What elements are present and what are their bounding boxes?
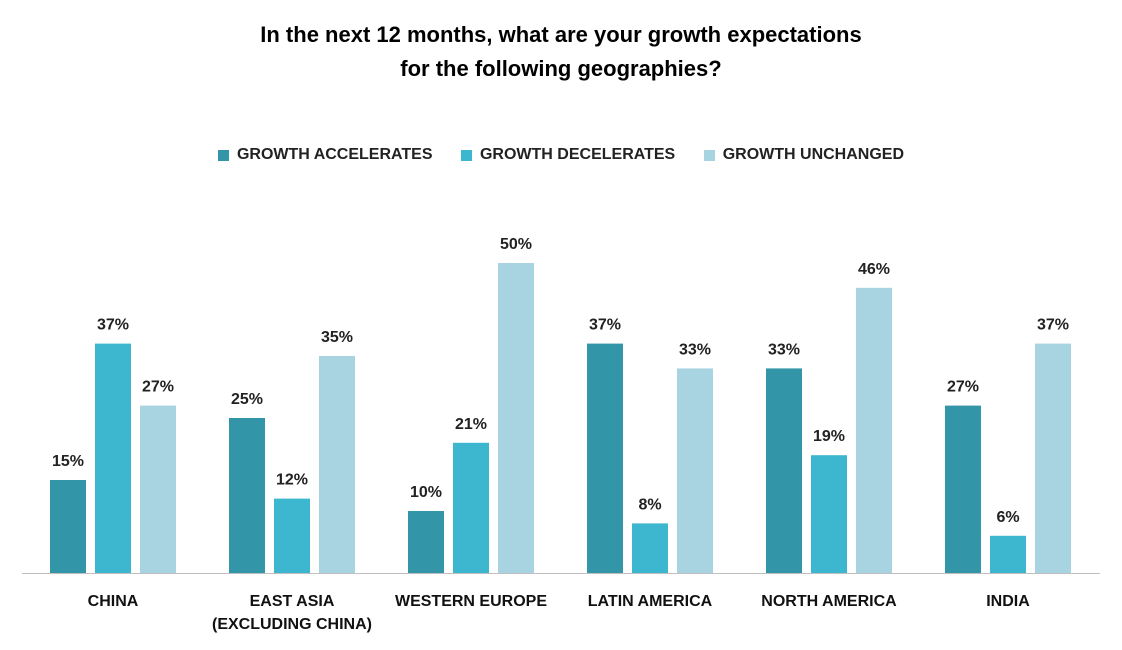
- bar-2-0: [408, 511, 444, 573]
- bar-1-1: [274, 498, 310, 573]
- bar-3-2: [677, 368, 713, 573]
- data-label-3-0: 37%: [589, 317, 621, 334]
- bar-4-1: [811, 455, 847, 573]
- data-label-1-0: 25%: [231, 391, 263, 408]
- data-label-3-2: 33%: [679, 341, 711, 358]
- data-label-2-1: 21%: [455, 416, 487, 433]
- category-label-1-0: EAST ASIA: [250, 593, 335, 610]
- legend-swatch-decelerates: [460, 149, 472, 161]
- data-label-3-1: 8%: [638, 496, 661, 513]
- data-label-5-1: 6%: [996, 509, 1019, 526]
- data-label-4-2: 46%: [858, 261, 890, 278]
- bar-0-1: [95, 343, 131, 573]
- bar-2-2: [498, 263, 534, 573]
- data-label-1-2: 35%: [321, 329, 353, 346]
- data-label-5-2: 37%: [1037, 317, 1069, 334]
- bar-3-0: [587, 343, 623, 573]
- category-label-1-1: (EXCLUDING CHINA): [212, 616, 372, 633]
- data-label-5-0: 27%: [947, 379, 979, 396]
- legend-label-accelerates: GROWTH ACCELERATES: [236, 146, 433, 163]
- bar-5-2: [1035, 343, 1071, 573]
- data-label-0-1: 37%: [97, 317, 129, 334]
- data-label-2-2: 50%: [500, 236, 532, 253]
- data-label-2-0: 10%: [410, 484, 442, 501]
- legend-item-unchanged: GROWTH UNCHANGED: [703, 146, 905, 164]
- category-label-3-0: LATIN AMERICA: [588, 593, 713, 610]
- data-label-0-0: 15%: [52, 453, 84, 470]
- data-label-4-1: 19%: [813, 428, 845, 445]
- bar-3-1: [632, 523, 668, 573]
- bar-4-2: [856, 287, 892, 573]
- data-label-1-1: 12%: [276, 472, 308, 489]
- category-label-5-0: INDIA: [986, 593, 1030, 610]
- category-label-0-0: CHINA: [88, 593, 139, 610]
- data-label-4-0: 33%: [768, 341, 800, 358]
- bar-5-0: [945, 405, 981, 573]
- chart-title-line-1: In the next 12 months, what are your gro…: [260, 22, 862, 47]
- chart-legend: GROWTH ACCELERATES GROWTH DECELERATES GR…: [0, 146, 1122, 166]
- bar-2-1: [453, 442, 489, 573]
- bar-5-1: [990, 535, 1026, 573]
- bar-1-2: [319, 356, 355, 573]
- category-label-2-0: WESTERN EUROPE: [395, 593, 547, 610]
- legend-label-unchanged: GROWTH UNCHANGED: [722, 146, 905, 163]
- legend-swatch-accelerates: [217, 149, 229, 161]
- category-label-4-0: NORTH AMERICA: [761, 593, 897, 610]
- legend-swatch-unchanged: [703, 149, 715, 161]
- data-label-0-2: 27%: [142, 379, 174, 396]
- legend-item-decelerates: GROWTH DECELERATES: [460, 146, 676, 164]
- bar-1-0: [229, 418, 265, 573]
- bar-0-2: [140, 405, 176, 573]
- chart-title-line-2: for the following geographies?: [400, 56, 722, 81]
- chart-title: In the next 12 months, what are your gro…: [0, 18, 1122, 86]
- legend-label-decelerates: GROWTH DECELERATES: [479, 146, 676, 163]
- legend-item-accelerates: GROWTH ACCELERATES: [217, 146, 433, 164]
- bar-0-0: [50, 480, 86, 573]
- bar-4-0: [766, 368, 802, 573]
